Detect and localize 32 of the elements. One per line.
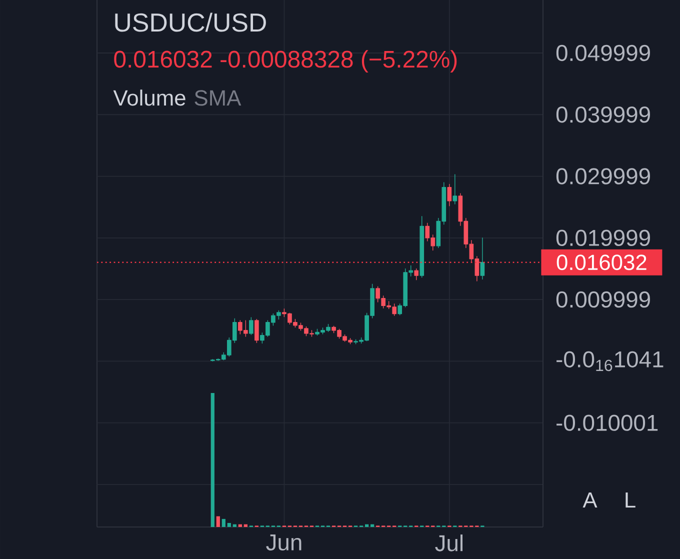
candlestick bbox=[452, 174, 458, 204]
bar bbox=[364, 524, 369, 527]
chart-title: USDUC/USD bbox=[115, 12, 266, 32]
bar bbox=[370, 524, 374, 527]
y-tick-label: -0.0$_{16}$1041 bbox=[556, 351, 664, 372]
bar bbox=[238, 524, 242, 527]
bar bbox=[216, 516, 220, 527]
x-tick-label: Jun bbox=[266, 534, 302, 550]
bar bbox=[232, 524, 236, 527]
candlestick bbox=[249, 317, 254, 336]
y-tick-label: 0.009999 bbox=[556, 291, 650, 308]
y-tick-label: 0.049999 bbox=[556, 44, 650, 62]
y-tick-label: 0.029999 bbox=[556, 168, 650, 184]
candlestick bbox=[414, 268, 419, 280]
annotation: Volume bbox=[113, 90, 186, 106]
text: A bbox=[582, 492, 598, 508]
bar bbox=[227, 522, 231, 527]
candlestick bbox=[447, 184, 452, 206]
candlestick bbox=[420, 216, 424, 278]
y-tick-label: 0.039999 bbox=[556, 106, 650, 123]
bar bbox=[210, 392, 214, 527]
ref-line-label: 0.016032 bbox=[556, 254, 646, 270]
bar bbox=[244, 524, 248, 527]
text: L bbox=[626, 492, 636, 508]
y-tick-label: 0.019999 bbox=[556, 230, 650, 246]
annotation: SMA bbox=[194, 90, 242, 106]
x-tick-label: Jul bbox=[435, 534, 463, 552]
candlestick bbox=[254, 318, 259, 344]
bar bbox=[222, 518, 226, 527]
text: 0.016032 -0.00088328 (−5.22%) bbox=[114, 50, 457, 72]
candlestick bbox=[480, 238, 485, 280]
y-tick-label: -0.010001 bbox=[556, 414, 658, 431]
